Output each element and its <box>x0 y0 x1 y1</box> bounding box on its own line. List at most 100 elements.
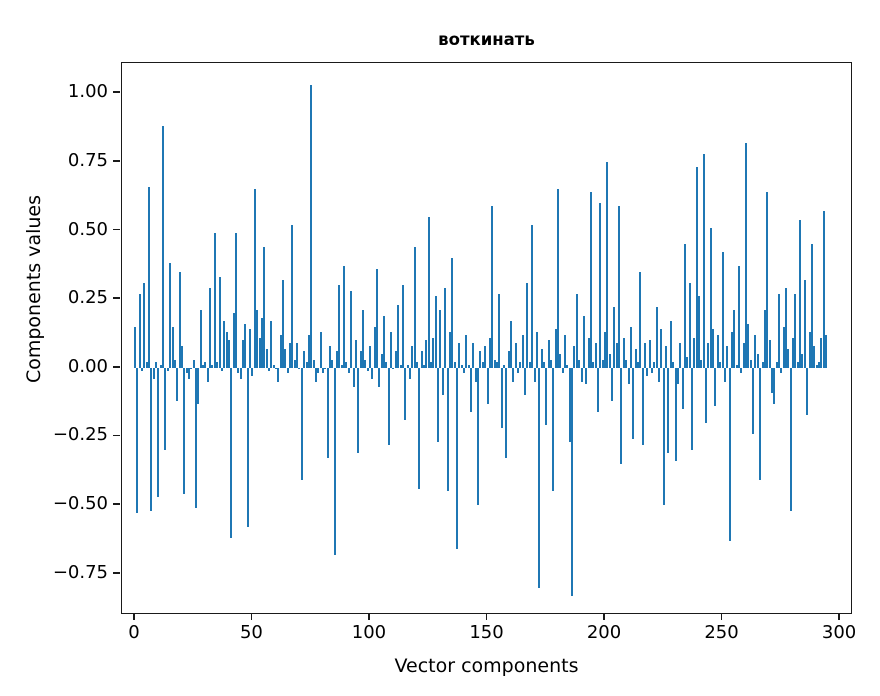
bar <box>406 365 409 368</box>
bar <box>512 367 515 382</box>
bar <box>399 365 402 368</box>
bar <box>604 332 607 368</box>
bar <box>441 367 444 396</box>
bar <box>185 367 188 374</box>
bar <box>427 216 430 368</box>
bar <box>651 367 654 374</box>
bar <box>371 367 374 379</box>
bar <box>585 367 588 385</box>
x-tick-label: 300 <box>821 622 857 643</box>
bar <box>430 362 433 368</box>
bar <box>665 345 668 368</box>
bar <box>237 367 240 374</box>
bar <box>615 343 618 368</box>
bar <box>789 367 792 511</box>
bar <box>213 233 216 368</box>
bar <box>777 293 780 368</box>
bar <box>223 321 226 368</box>
bar <box>745 142 748 368</box>
bar <box>176 367 179 401</box>
bar <box>705 367 708 423</box>
bar <box>472 343 475 368</box>
bar <box>307 334 310 368</box>
bar <box>333 367 336 555</box>
bar <box>140 367 143 371</box>
y-axis-label: Components values <box>23 194 45 384</box>
y-tick-label: −0.50 <box>52 493 108 515</box>
bar <box>173 359 176 368</box>
bar <box>702 153 705 368</box>
bar <box>291 225 294 368</box>
bar <box>681 367 684 410</box>
bar <box>155 362 158 368</box>
bar <box>636 362 639 368</box>
x-tick-label: 150 <box>469 622 504 643</box>
bar <box>453 362 456 368</box>
x-tick-mark <box>250 613 253 620</box>
bar <box>766 192 769 368</box>
bar <box>519 362 522 368</box>
bar <box>267 367 270 371</box>
bar <box>794 293 797 368</box>
bar <box>166 367 169 371</box>
bar <box>300 367 303 481</box>
bar <box>317 367 320 374</box>
bar <box>178 271 181 368</box>
bar <box>643 343 646 368</box>
bar <box>484 345 487 368</box>
bar <box>477 367 480 506</box>
bar <box>759 367 762 481</box>
bar <box>803 279 806 368</box>
bar <box>159 365 162 368</box>
bar <box>150 367 153 511</box>
bar <box>338 285 341 368</box>
bar <box>726 345 729 368</box>
bar <box>780 367 783 374</box>
bar <box>820 337 823 368</box>
bar <box>331 359 334 368</box>
y-tick-label: −0.75 <box>52 561 108 583</box>
bar <box>206 367 209 382</box>
bar <box>721 252 724 368</box>
bar <box>284 348 287 368</box>
bar <box>502 365 505 368</box>
bar <box>582 315 585 368</box>
bar <box>486 367 489 404</box>
bar <box>782 326 785 368</box>
bar <box>554 329 557 368</box>
bar <box>343 266 346 368</box>
bar <box>439 310 442 368</box>
bar <box>559 354 562 368</box>
bar <box>796 362 799 368</box>
bar <box>524 367 527 396</box>
bar <box>674 367 677 462</box>
bar <box>735 365 738 368</box>
bar <box>282 279 284 368</box>
bar <box>225 332 228 368</box>
bar <box>698 296 701 368</box>
bar <box>423 365 426 368</box>
bar <box>190 367 193 369</box>
bar <box>171 326 174 368</box>
bar <box>418 367 421 489</box>
bar <box>792 337 795 368</box>
bar <box>394 351 397 368</box>
y-tick-mark <box>113 160 120 162</box>
bar <box>747 323 750 368</box>
bar <box>329 345 332 368</box>
bar <box>296 343 299 368</box>
bar <box>808 332 811 368</box>
bar <box>411 345 414 368</box>
chart-title-line-1: воткинать <box>438 30 535 49</box>
bar <box>799 219 802 368</box>
bar <box>305 362 308 368</box>
bar <box>260 318 263 368</box>
bar <box>148 186 151 368</box>
y-tick-mark <box>113 91 120 93</box>
bar <box>709 227 712 368</box>
y-tick-mark <box>113 572 120 574</box>
x-tick-label: 50 <box>239 622 263 643</box>
bar <box>211 365 214 368</box>
bar <box>216 362 219 368</box>
bar <box>321 367 324 374</box>
